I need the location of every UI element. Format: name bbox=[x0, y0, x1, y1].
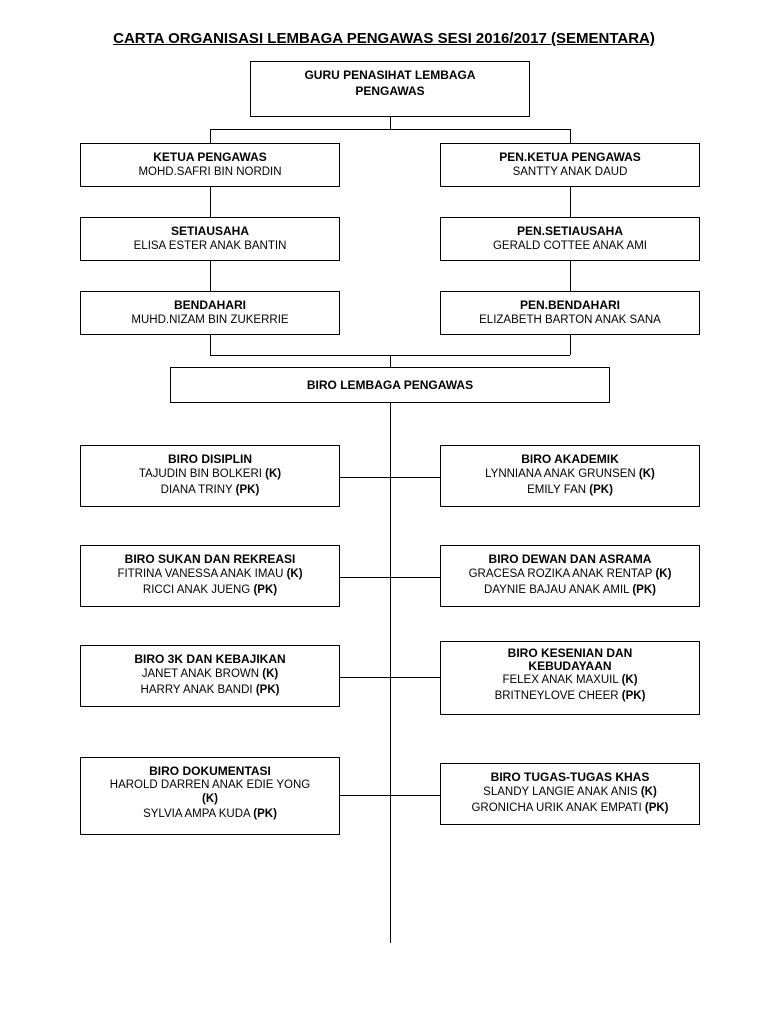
top-box: GURU PENASIHAT LEMBAGA PENGAWAS bbox=[250, 61, 530, 117]
pk-label: EMILY FAN (PK) bbox=[447, 483, 693, 499]
name-label: GERALD COTTEE ANAK AMI bbox=[447, 239, 693, 255]
pk-label: BRITNEYLOVE CHEER (PK) bbox=[447, 689, 693, 705]
k-label: FELEX ANAK MAXUIL (K) bbox=[447, 673, 693, 689]
role-label: PEN.BENDAHARI bbox=[447, 297, 693, 313]
top-role-line2: PENGAWAS bbox=[257, 83, 523, 99]
conn bbox=[210, 129, 211, 143]
role-label: BIRO 3K DAN KEBAJIKAN bbox=[87, 651, 333, 667]
conn bbox=[390, 117, 391, 129]
conn bbox=[570, 261, 571, 291]
bendahari-box: BENDAHARI MUHD.NIZAM BIN ZUKERRIE bbox=[80, 291, 340, 335]
conn bbox=[340, 577, 440, 578]
k-label: LYNNIANA ANAK GRUNSEN (K) bbox=[447, 467, 693, 483]
pk-label: HARRY ANAK BANDI (PK) bbox=[87, 683, 333, 699]
conn bbox=[570, 335, 571, 355]
k-label: FITRINA VANESSA ANAK IMAU (K) bbox=[87, 567, 333, 583]
pen-ketua-pengawas-box: PEN.KETUA PENGAWAS SANTTY ANAK DAUD bbox=[440, 143, 700, 187]
name-label: MUHD.NIZAM BIN ZUKERRIE bbox=[87, 313, 333, 329]
biro-dokumentasi-box: BIRO DOKUMENTASI HAROLD DARREN ANAK EDIE… bbox=[80, 757, 340, 835]
biro-3k-box: BIRO 3K DAN KEBAJIKAN JANET ANAK BROWN (… bbox=[80, 645, 340, 707]
role-label: BIRO KESENIAN DANKEBUDAYAAN bbox=[447, 647, 693, 673]
pk-label: DAYNIE BAJAU ANAK AMIL (PK) bbox=[447, 583, 693, 599]
setiausaha-box: SETIAUSAHA ELISA ESTER ANAK BANTIN bbox=[80, 217, 340, 261]
conn bbox=[340, 677, 440, 678]
role-label: BIRO DOKUMENTASI bbox=[87, 763, 333, 779]
role-label: SETIAUSAHA bbox=[87, 223, 333, 239]
k-label: SLANDY LANGIE ANAK ANIS (K) bbox=[447, 785, 693, 801]
conn bbox=[210, 261, 211, 291]
name-label: MOHD.SAFRI BIN NORDIN bbox=[87, 165, 333, 181]
pk-label: SYLVIA AMPA KUDA (PK) bbox=[87, 807, 333, 823]
pk-label: RICCI ANAK JUENG (PK) bbox=[87, 583, 333, 599]
biro-sukan-box: BIRO SUKAN DAN REKREASI FITRINA VANESSA … bbox=[80, 545, 340, 607]
conn bbox=[570, 129, 571, 143]
biro-header-box: BIRO LEMBAGA PENGAWAS bbox=[170, 367, 610, 403]
conn bbox=[390, 355, 391, 367]
role-label: BIRO TUGAS-TUGAS KHAS bbox=[447, 769, 693, 785]
conn bbox=[340, 795, 440, 796]
ketua-pengawas-box: KETUA PENGAWAS MOHD.SAFRI BIN NORDIN bbox=[80, 143, 340, 187]
role-label: BIRO DISIPLIN bbox=[87, 451, 333, 467]
k-label: HAROLD DARREN ANAK EDIE YONG(K) bbox=[87, 779, 333, 807]
conn bbox=[570, 187, 571, 217]
conn bbox=[210, 335, 211, 355]
role-label: KETUA PENGAWAS bbox=[87, 149, 333, 165]
role-label: PEN.SETIAUSAHA bbox=[447, 223, 693, 239]
pen-bendahari-box: PEN.BENDAHARI ELIZABETH BARTON ANAK SANA bbox=[440, 291, 700, 335]
chart-title: CARTA ORGANISASI LEMBAGA PENGAWAS SESI 2… bbox=[40, 30, 728, 47]
k-label: TAJUDIN BIN BOLKERI (K) bbox=[87, 467, 333, 483]
role-label: BIRO AKADEMIK bbox=[447, 451, 693, 467]
conn bbox=[210, 129, 570, 130]
name-label: ELISA ESTER ANAK BANTIN bbox=[87, 239, 333, 255]
biro-akademik-box: BIRO AKADEMIK LYNNIANA ANAK GRUNSEN (K) … bbox=[440, 445, 700, 507]
conn bbox=[210, 187, 211, 217]
k-label: JANET ANAK BROWN (K) bbox=[87, 667, 333, 683]
pk-label: GRONICHA URIK ANAK EMPATI (PK) bbox=[447, 801, 693, 817]
biro-kesenian-box: BIRO KESENIAN DANKEBUDAYAAN FELEX ANAK M… bbox=[440, 641, 700, 715]
role-label: PEN.KETUA PENGAWAS bbox=[447, 149, 693, 165]
conn-spine bbox=[390, 403, 391, 943]
top-role-line1: GURU PENASIHAT LEMBAGA bbox=[257, 67, 523, 83]
role-label: BIRO DEWAN DAN ASRAMA bbox=[447, 551, 693, 567]
conn bbox=[340, 477, 440, 478]
name-label: ELIZABETH BARTON ANAK SANA bbox=[447, 313, 693, 329]
role-label: BIRO SUKAN DAN REKREASI bbox=[87, 551, 333, 567]
role-label: BENDAHARI bbox=[87, 297, 333, 313]
biro-tugas-khas-box: BIRO TUGAS-TUGAS KHAS SLANDY LANGIE ANAK… bbox=[440, 763, 700, 825]
k-label: GRACESA ROZIKA ANAK RENTAP (K) bbox=[447, 567, 693, 583]
biro-disiplin-box: BIRO DISIPLIN TAJUDIN BIN BOLKERI (K) DI… bbox=[80, 445, 340, 507]
pk-label: DIANA TRINY (PK) bbox=[87, 483, 333, 499]
biro-dewan-box: BIRO DEWAN DAN ASRAMA GRACESA ROZIKA ANA… bbox=[440, 545, 700, 607]
pen-setiausaha-box: PEN.SETIAUSAHA GERALD COTTEE ANAK AMI bbox=[440, 217, 700, 261]
name-label: SANTTY ANAK DAUD bbox=[447, 165, 693, 181]
role-label: BIRO LEMBAGA PENGAWAS bbox=[177, 377, 603, 393]
